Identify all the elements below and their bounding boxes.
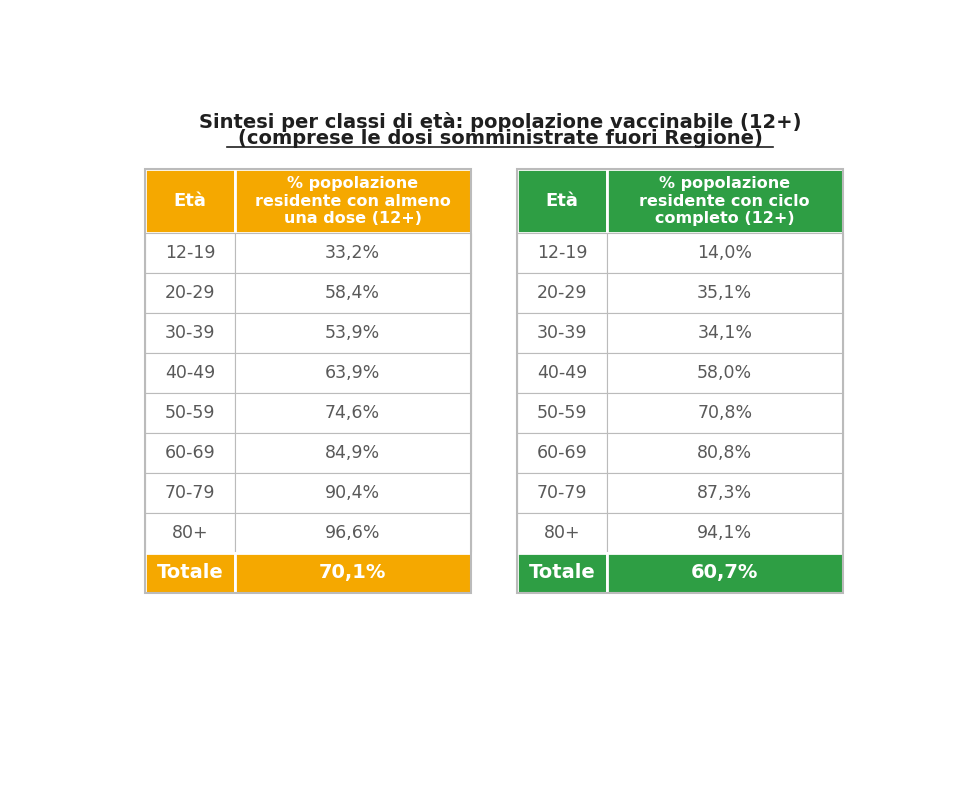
Bar [146,392,234,433]
Text: 60-69: 60-69 [536,444,587,462]
Text: 58,4%: 58,4% [325,283,380,302]
Text: 30-39: 30-39 [165,324,215,341]
Bar [607,272,843,313]
Bar [146,170,234,232]
Text: 70-79: 70-79 [536,484,587,501]
Text: 84,9%: 84,9% [325,444,380,462]
Bar [518,313,607,353]
Text: 70,1%: 70,1% [319,564,386,583]
Bar [234,513,471,553]
Bar [146,272,234,313]
Text: 74,6%: 74,6% [325,404,380,422]
Text: (comprese le dosi somministrate fuori Regione): (comprese le dosi somministrate fuori Re… [237,129,763,148]
Bar [234,433,471,473]
Bar [607,513,843,553]
Text: Età: Età [545,192,578,210]
Text: 12-19: 12-19 [536,244,587,262]
Bar [146,170,471,593]
Bar [234,473,471,513]
Text: 12-19: 12-19 [165,244,215,262]
Bar [146,553,234,593]
Bar [146,513,234,553]
Bar [607,553,843,593]
Text: 70,8%: 70,8% [698,404,752,422]
Text: 40-49: 40-49 [165,364,215,382]
Text: 60,7%: 60,7% [691,564,758,583]
Text: 87,3%: 87,3% [698,484,752,501]
Bar [518,433,607,473]
Text: 80+: 80+ [543,524,580,542]
Bar [518,272,607,313]
Text: 80,8%: 80,8% [698,444,752,462]
Bar [234,353,471,392]
Bar [518,473,607,513]
Bar [146,313,234,353]
Text: 63,9%: 63,9% [325,364,380,382]
Text: Totale: Totale [529,564,595,583]
Bar [518,170,607,232]
Text: % popolazione
residente con almeno
una dose (12+): % popolazione residente con almeno una d… [255,176,450,226]
Bar [146,353,234,392]
Text: Totale: Totale [156,564,224,583]
Bar [607,473,843,513]
Text: % popolazione
residente con ciclo
completo (12+): % popolazione residente con ciclo comple… [639,176,810,226]
Bar [146,473,234,513]
Text: Età: Età [174,192,206,210]
Text: 50-59: 50-59 [165,404,215,422]
Text: 14,0%: 14,0% [698,244,752,262]
Bar [146,433,234,473]
Bar [607,392,843,433]
Bar [518,513,607,553]
Bar [607,170,843,232]
Text: 90,4%: 90,4% [325,484,380,501]
Bar [518,553,607,593]
Text: Sintesi per classi di età: popolazione vaccinabile (12+): Sintesi per classi di età: popolazione v… [199,111,801,131]
Bar [607,232,843,272]
Bar [518,353,607,392]
Text: 58,0%: 58,0% [698,364,752,382]
Bar [234,392,471,433]
Bar [234,170,471,232]
Text: 35,1%: 35,1% [698,283,752,302]
Bar [234,232,471,272]
Text: 33,2%: 33,2% [325,244,380,262]
Text: 50-59: 50-59 [536,404,587,422]
Text: 53,9%: 53,9% [325,324,380,341]
Bar [607,313,843,353]
Text: 94,1%: 94,1% [698,524,752,542]
Text: 34,1%: 34,1% [698,324,752,341]
Bar [518,232,607,272]
Text: 30-39: 30-39 [536,324,587,341]
Text: 60-69: 60-69 [164,444,215,462]
Text: 20-29: 20-29 [536,283,587,302]
Bar [607,353,843,392]
Bar [234,553,471,593]
Text: 70-79: 70-79 [165,484,215,501]
Bar [146,232,234,272]
Bar [518,170,843,593]
Bar [518,392,607,433]
Bar [234,313,471,353]
Text: 80+: 80+ [172,524,208,542]
Text: 20-29: 20-29 [165,283,215,302]
Bar [234,272,471,313]
Text: 96,6%: 96,6% [325,524,380,542]
Text: 40-49: 40-49 [536,364,587,382]
Bar [607,433,843,473]
